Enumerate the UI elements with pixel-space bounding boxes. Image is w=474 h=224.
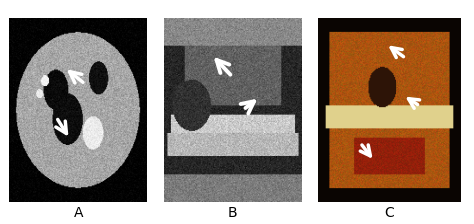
Text: B: B: [228, 206, 237, 220]
Text: A: A: [73, 206, 83, 220]
Text: C: C: [384, 206, 393, 220]
